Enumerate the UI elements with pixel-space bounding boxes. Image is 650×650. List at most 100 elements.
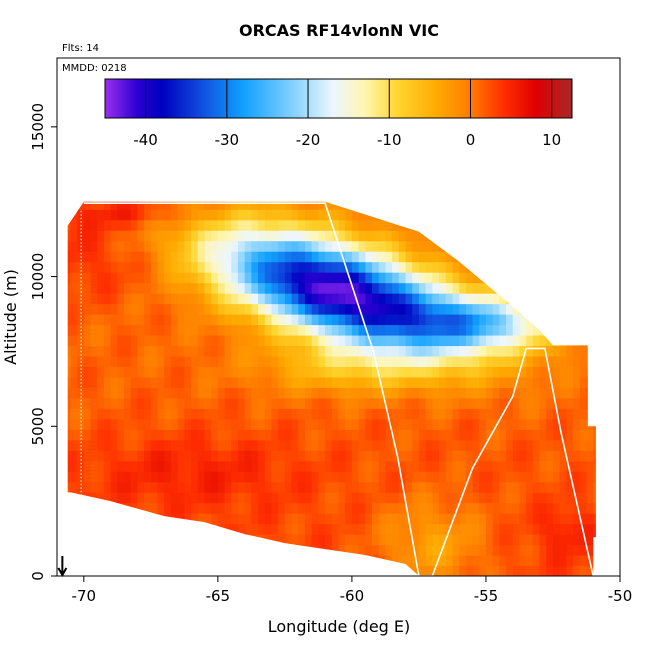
heatmap-cell: [385, 481, 393, 493]
heatmap-cell: [385, 534, 393, 546]
heatmap-cell: [164, 429, 172, 441]
heatmap-cell: [191, 471, 199, 483]
heatmap-cell: [97, 261, 105, 273]
heatmap-cell: [184, 555, 192, 567]
heatmap-cell: [546, 429, 554, 441]
heatmap-cell: [552, 293, 561, 305]
heatmap-cell: [83, 397, 92, 409]
heatmap-cell: [177, 523, 185, 535]
heatmap-cell: [559, 418, 567, 430]
heatmap-cell: [251, 219, 259, 231]
heatmap-cell: [459, 397, 467, 409]
heatmap-cell: [117, 201, 125, 210]
heatmap-cell: [150, 523, 159, 535]
heatmap-cell: [358, 439, 366, 451]
heatmap-cell: [197, 534, 206, 546]
heatmap-cell: [103, 513, 112, 525]
heatmap-cell: [351, 418, 360, 430]
heatmap-cell: [103, 230, 112, 242]
heatmap-cell: [392, 408, 400, 420]
heatmap-cell: [526, 534, 534, 546]
heatmap-cell: [432, 471, 440, 483]
heatmap-cell: [57, 199, 64, 210]
heatmap-cell: [566, 492, 574, 504]
heatmap-cell: [479, 481, 487, 493]
heatmap-cell: [559, 471, 567, 483]
heatmap-cell: [559, 523, 567, 535]
heatmap-cell: [57, 356, 64, 367]
heatmap-cell: [539, 261, 547, 273]
heatmap-cell: [103, 303, 112, 315]
heatmap-cell: [593, 209, 596, 221]
heatmap-cell: [452, 345, 460, 357]
heatmap-cell: [304, 544, 313, 556]
heatmap-cell: [466, 188, 473, 199]
heatmap-cell: [398, 387, 407, 399]
heatmap-cell: [546, 418, 554, 430]
heatmap-cell: [291, 565, 299, 576]
heatmap-cell: [600, 419, 607, 430]
heatmap-cell: [97, 355, 105, 367]
heatmap-cell: [445, 408, 454, 420]
heatmap-cell: [57, 429, 64, 440]
heatmap-cell: [137, 303, 145, 315]
heatmap-cell: [566, 201, 574, 210]
heatmap-cell: [57, 408, 64, 419]
heatmap-cell: [552, 324, 561, 336]
heatmap-cell: [405, 450, 413, 462]
heatmap-cell: [600, 398, 607, 409]
heatmap-cell: [593, 534, 596, 546]
heatmap-cell: [526, 272, 534, 284]
heatmap-cell: [170, 219, 179, 231]
heatmap-cell: [459, 376, 467, 388]
heatmap-cell: [365, 188, 372, 199]
heatmap-cell: [425, 387, 433, 399]
heatmap-cell: [103, 471, 112, 483]
heatmap-cell: [593, 471, 596, 483]
heatmap-cell: [445, 219, 454, 231]
heatmap-cell: [378, 408, 387, 420]
heatmap-cell: [425, 492, 433, 504]
heatmap-cell: [70, 492, 78, 504]
heatmap-cell: [526, 324, 534, 336]
heatmap-cell: [338, 376, 346, 388]
heatmap-cell: [244, 544, 252, 556]
heatmap-cell: [191, 240, 199, 252]
heatmap-cell: [412, 523, 420, 535]
heatmap-cell: [552, 492, 561, 504]
heatmap-cell: [600, 429, 607, 440]
heatmap-cell: [197, 345, 206, 357]
heatmap-cell: [264, 219, 273, 231]
heatmap-cell: [358, 240, 366, 252]
heatmap-cell: [492, 481, 500, 493]
heatmap-cell: [258, 492, 266, 504]
heatmap-cell: [445, 209, 454, 221]
heatmap-cell: [150, 282, 159, 294]
heatmap-cell: [318, 324, 326, 336]
heatmap-cell: [526, 303, 534, 315]
heatmap-cell: [385, 293, 393, 305]
heatmap-cell: [231, 502, 239, 514]
heatmap-cell: [532, 209, 541, 221]
heatmap-cell: [425, 293, 433, 305]
heatmap-cell: [459, 408, 467, 420]
heatmap-cell: [325, 201, 333, 210]
heatmap-cell: [211, 387, 219, 399]
heatmap-cell: [191, 188, 198, 199]
heatmap-cell: [392, 293, 400, 305]
heatmap-cell: [372, 303, 380, 315]
heatmap-cell: [351, 230, 360, 242]
heatmap-cell: [485, 366, 494, 378]
heatmap-cell: [331, 251, 340, 263]
heatmap-cell: [465, 481, 474, 493]
chart-title: ORCAS RF14vlonN VIC: [239, 21, 439, 40]
heatmap-cell: [83, 471, 92, 483]
heatmap-cell: [359, 188, 366, 199]
heatmap-cell: [157, 534, 165, 546]
heatmap-cell: [137, 471, 145, 483]
heatmap-cell: [479, 219, 487, 231]
heatmap-cell: [432, 513, 440, 525]
heatmap-cell: [197, 450, 206, 462]
heatmap-cell: [304, 513, 313, 525]
heatmap-cell: [338, 492, 346, 504]
